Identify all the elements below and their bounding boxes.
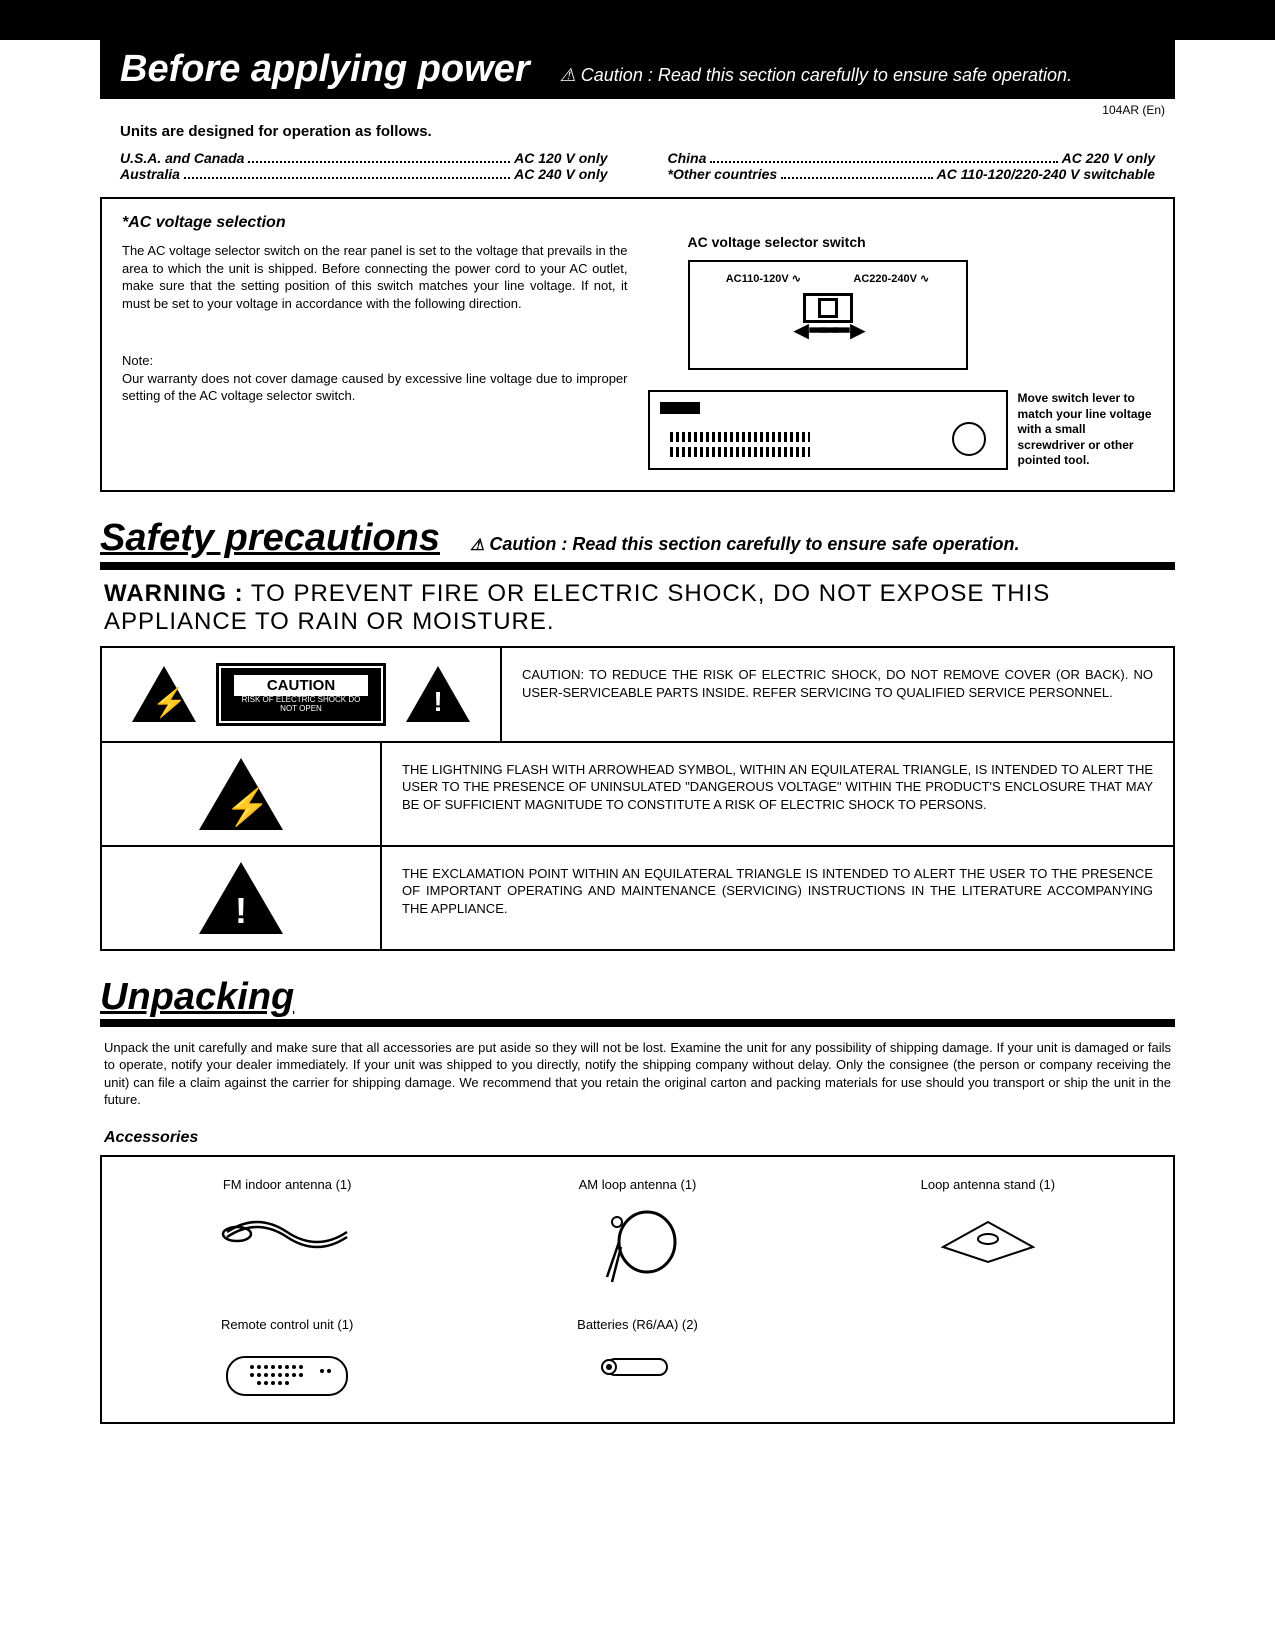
safety-row: ⚡ CAUTION RISK OF ELECTRIC SHOCK DO NOT … [102,648,1173,743]
voltage-row: U.S.A. and Canada AC 120 V only [120,150,608,166]
accessories-box: FM indoor antenna (1) AM loop antenna (1… [100,1155,1175,1424]
am-loop-antenna-icon [587,1207,687,1287]
rear-panel-diagram [648,390,1008,470]
accessory-item: Loop antenna stand (1) [823,1177,1153,1287]
ac-left: *AC voltage selection The AC voltage sel… [122,214,628,470]
page: Before applying power ⚠ Caution : Read t… [0,40,1275,1484]
note-text: Our warranty does not cover damage cause… [122,370,628,405]
safety-row: ! THE EXCLAMATION POINT WITHIN AN EQUILA… [102,847,1173,949]
voltage-row: *Other countries AC 110-120/220-240 V sw… [668,166,1156,182]
exclamation-triangle-icon: ! [199,862,283,934]
batteries-icon [587,1347,687,1387]
fm-antenna-icon [217,1207,357,1257]
section3-title: Unpacking [100,976,1175,1019]
banner-unpacking: Unpacking [100,976,1175,1027]
accessory-item: Remote control unit (1) [122,1317,452,1402]
unpacking-text: Unpack the unit carefully and make sure … [100,1027,1175,1121]
voltage-row: Australia AC 240 V only [120,166,608,182]
safety-row: ⚡ THE LIGHTNING FLASH WITH ARROWHEAD SYM… [102,743,1173,847]
top-black-bar [0,0,1275,40]
lightning-triangle-icon: ⚡ [132,666,196,722]
warning-text: WARNING : TO PREVENT FIRE OR ELECTRIC SH… [100,570,1175,646]
warning-icon: ⚠ [560,65,576,85]
safety-text: THE LIGHTNING FLASH WITH ARROWHEAD SYMBO… [382,743,1173,845]
lightning-triangle-icon: ⚡ [199,758,283,830]
selector-label-b: AC220-240V [853,272,929,285]
accessory-item: Batteries (R6/AA) (2) [472,1317,802,1402]
accessory-item: FM indoor antenna (1) [122,1177,452,1287]
section1-title: Before applying power [120,48,530,91]
ac-right: AC voltage selector switch AC110-120V AC… [648,214,1154,470]
note-label: Note: [122,352,628,370]
ac-voltage-box: *AC voltage selection The AC voltage sel… [100,197,1175,492]
voltage-row: China AC 220 V only [668,150,1156,166]
switch-icon: ◄━━━► [700,293,956,337]
section2-caution: ⚠ Caution : Read this section carefully … [470,534,1019,555]
exclamation-triangle-icon: ! [406,666,470,722]
caution-label-box: CAUTION RISK OF ELECTRIC SHOCK DO NOT OP… [216,663,386,726]
accessory-item: AM loop antenna (1) [472,1177,802,1287]
model-id: 104AR (En) [100,99,1175,117]
ac-selection-text: The AC voltage selector switch on the re… [122,242,628,312]
banner-before-power: Before applying power ⚠ Caution : Read t… [100,40,1175,99]
selector-label-a: AC110-120V [726,272,801,285]
selector-heading: AC voltage selector switch [688,234,1154,250]
loop-stand-icon [923,1207,1053,1267]
selector-diagram: AC110-120V AC220-240V ◄━━━► [688,260,968,370]
safety-table: ⚡ CAUTION RISK OF ELECTRIC SHOCK DO NOT … [100,646,1175,951]
banner-safety: Safety precautions ⚠ Caution : Read this… [100,517,1175,570]
ac-selection-title: *AC voltage selection [122,214,628,232]
voltage-table: U.S.A. and Canada AC 120 V only China AC… [100,150,1175,197]
section1-caution: ⚠ Caution : Read this section carefully … [560,65,1072,86]
safety-text: CAUTION: TO REDUCE THE RISK OF ELECTRIC … [502,648,1173,741]
accessories-title: Accessories [100,1121,1175,1155]
section2-title: Safety precautions [100,517,440,560]
units-heading: Units are designed for operation as foll… [100,117,1175,150]
warning-icon: ⚠ [470,537,484,554]
rear-instruction: Move switch lever to match your line vol… [1018,391,1154,469]
safety-text: THE EXCLAMATION POINT WITHIN AN EQUILATE… [382,847,1173,949]
remote-control-icon [217,1347,357,1402]
